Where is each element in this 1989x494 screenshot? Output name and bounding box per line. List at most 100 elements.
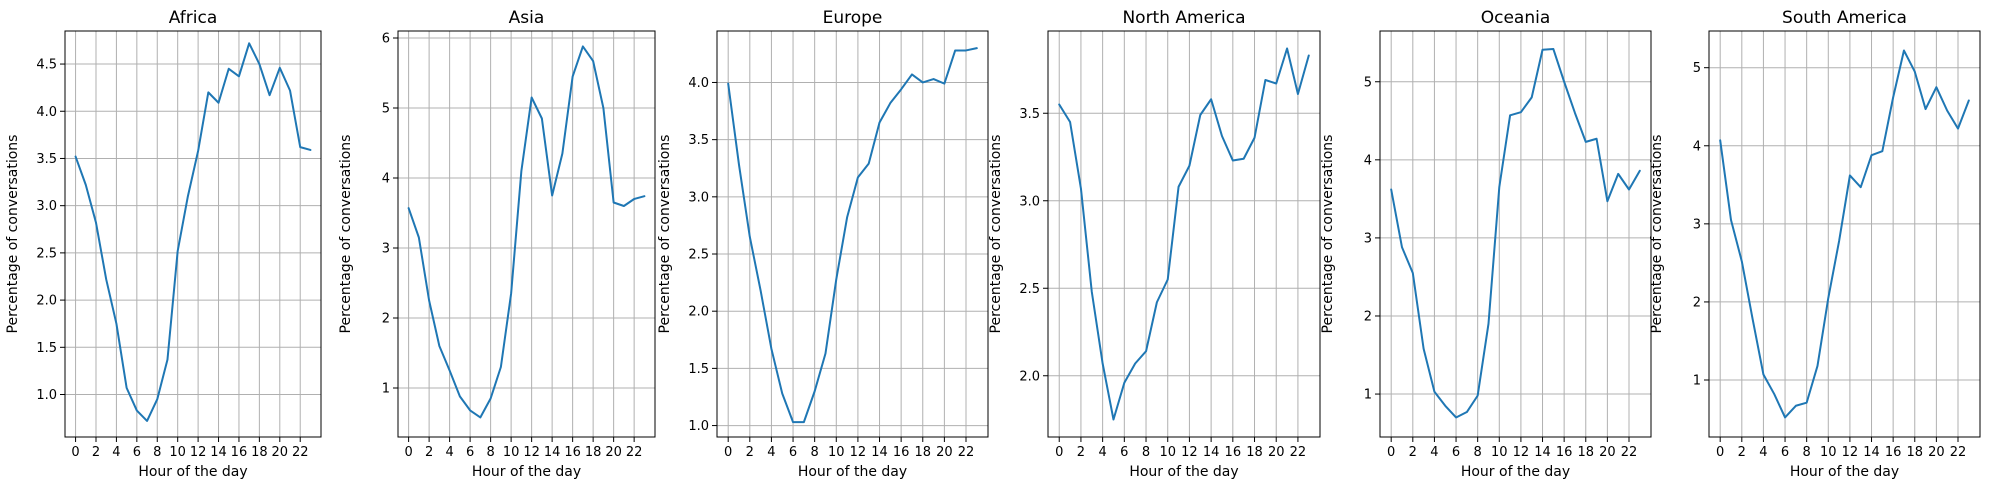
series-line bbox=[1391, 49, 1640, 418]
x-tick-label: 0 bbox=[404, 445, 412, 460]
x-tick-label: 4 bbox=[1430, 445, 1438, 460]
chart-title: Asia bbox=[509, 8, 545, 28]
x-tick-label: 22 bbox=[1290, 445, 1307, 460]
x-tick-label: 20 bbox=[272, 445, 289, 460]
y-tick-label: 3.0 bbox=[1019, 194, 1040, 209]
x-tick-label: 18 bbox=[251, 445, 268, 460]
x-tick-label: 8 bbox=[486, 445, 494, 460]
y-tick-label: 3.0 bbox=[36, 199, 57, 214]
x-tick-label: 20 bbox=[1928, 445, 1945, 460]
y-tick-label: 2 bbox=[382, 312, 390, 327]
x-axis-label: Hour of the day bbox=[138, 464, 247, 480]
chart-title: South America bbox=[1782, 8, 1907, 28]
y-tick-label: 3.5 bbox=[36, 152, 57, 167]
x-tick-label: 10 bbox=[1491, 445, 1508, 460]
x-tick-label: 14 bbox=[1534, 445, 1551, 460]
x-tick-label: 6 bbox=[1452, 445, 1460, 460]
x-tick-label: 10 bbox=[1820, 445, 1837, 460]
y-tick-label: 4 bbox=[1364, 153, 1372, 168]
y-tick-label: 3 bbox=[1693, 217, 1701, 232]
y-tick-label: 4.5 bbox=[36, 58, 57, 73]
y-tick-label: 1.5 bbox=[688, 362, 709, 377]
x-tick-label: 6 bbox=[466, 445, 474, 460]
y-tick-label: 3 bbox=[382, 242, 390, 257]
x-tick-label: 12 bbox=[523, 445, 540, 460]
x-tick-label: 16 bbox=[564, 445, 581, 460]
x-tick-label: 14 bbox=[210, 445, 227, 460]
x-tick-label: 2 bbox=[746, 445, 754, 460]
y-tick-label: 1.5 bbox=[36, 341, 57, 356]
x-tick-label: 22 bbox=[1950, 445, 1967, 460]
x-tick-label: 6 bbox=[1120, 445, 1128, 460]
series-line bbox=[409, 46, 645, 417]
x-tick-label: 4 bbox=[1759, 445, 1767, 460]
y-tick-label: 1 bbox=[382, 382, 390, 397]
plot-frame bbox=[398, 31, 655, 437]
x-tick-label: 14 bbox=[1863, 445, 1880, 460]
chart-title: Oceania bbox=[1481, 8, 1551, 28]
y-tick-label: 3.5 bbox=[688, 133, 709, 148]
x-tick-label: 20 bbox=[605, 445, 622, 460]
series-line bbox=[1059, 49, 1309, 420]
x-tick-label: 6 bbox=[1781, 445, 1789, 460]
y-tick-label: 5 bbox=[382, 102, 390, 117]
x-tick-label: 16 bbox=[1225, 445, 1242, 460]
x-tick-label: 14 bbox=[544, 445, 561, 460]
y-tick-label: 2.0 bbox=[1019, 369, 1040, 384]
x-tick-label: 8 bbox=[811, 445, 819, 460]
y-tick-label: 6 bbox=[382, 32, 390, 47]
y-axis-label: Percentage of conversations bbox=[657, 135, 673, 334]
y-axis-label: Percentage of conversations bbox=[1320, 135, 1336, 334]
x-tick-label: 18 bbox=[1246, 445, 1263, 460]
chart-title: Europe bbox=[823, 8, 883, 28]
x-tick-label: 10 bbox=[169, 445, 186, 460]
x-tick-label: 2 bbox=[1077, 445, 1085, 460]
x-axis-label: Hour of the day bbox=[798, 464, 907, 480]
x-tick-label: 2 bbox=[1738, 445, 1746, 460]
x-tick-label: 20 bbox=[936, 445, 953, 460]
x-axis-label: Hour of the day bbox=[472, 464, 581, 480]
x-tick-label: 12 bbox=[1513, 445, 1530, 460]
x-tick-label: 22 bbox=[958, 445, 975, 460]
x-tick-label: 12 bbox=[850, 445, 867, 460]
y-tick-label: 2.5 bbox=[36, 246, 57, 261]
x-axis-label: Hour of the day bbox=[1129, 464, 1238, 480]
y-tick-label: 5 bbox=[1364, 75, 1372, 90]
x-tick-label: 18 bbox=[914, 445, 931, 460]
y-tick-label: 1 bbox=[1364, 388, 1372, 403]
y-axis-label: Percentage of conversations bbox=[338, 135, 354, 334]
x-tick-label: 10 bbox=[1159, 445, 1176, 460]
y-tick-label: 1 bbox=[1693, 374, 1701, 389]
y-axis-label: Percentage of conversations bbox=[1649, 135, 1665, 334]
x-tick-label: 6 bbox=[789, 445, 797, 460]
y-tick-label: 1.0 bbox=[36, 388, 57, 403]
series-line bbox=[728, 48, 977, 422]
x-tick-label: 8 bbox=[1474, 445, 1482, 460]
y-tick-label: 2.5 bbox=[688, 248, 709, 263]
x-tick-label: 12 bbox=[1181, 445, 1198, 460]
y-tick-label: 4.0 bbox=[36, 105, 57, 120]
x-tick-label: 12 bbox=[1842, 445, 1859, 460]
x-tick-label: 22 bbox=[1621, 445, 1638, 460]
x-tick-label: 8 bbox=[1142, 445, 1150, 460]
x-tick-label: 4 bbox=[767, 445, 775, 460]
y-axis-label: Percentage of conversations bbox=[988, 135, 1004, 334]
x-tick-label: 16 bbox=[1885, 445, 1902, 460]
x-tick-label: 20 bbox=[1268, 445, 1285, 460]
y-tick-label: 5 bbox=[1693, 61, 1701, 76]
plot-frame bbox=[1380, 31, 1651, 437]
chart-title: North America bbox=[1122, 8, 1245, 28]
x-tick-label: 14 bbox=[1203, 445, 1220, 460]
y-tick-label: 3.5 bbox=[1019, 107, 1040, 122]
y-tick-label: 2.0 bbox=[688, 305, 709, 320]
x-tick-label: 2 bbox=[1409, 445, 1417, 460]
x-tick-label: 2 bbox=[92, 445, 100, 460]
y-tick-label: 4 bbox=[1693, 139, 1701, 154]
x-tick-label: 6 bbox=[133, 445, 141, 460]
plot-frame bbox=[717, 31, 988, 437]
